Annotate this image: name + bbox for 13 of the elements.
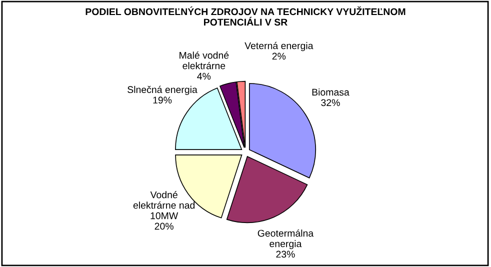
slice-label: Vodné elektrárne nad 10MW [133,190,195,220]
slice-label: Veterná energia [244,42,314,52]
data-label: 2% [272,52,286,60]
data-label: 4% [197,72,211,80]
data-label: 23% [276,250,295,258]
slice-label: Malé vodné elektrárne [180,52,229,70]
slice-label: Slnečná energia [128,86,198,95]
chart-title: PODIEL OBNOVITEĽNÝCH ZDROJOV NA TECHNICKY VYUŽITEĽNOM POTENCIÁLI V SR [86,6,406,26]
data-label: 32% [321,99,340,106]
slice-label: Biomasa [312,88,350,96]
data-label: 20% [154,222,174,230]
slice-label: Geotermálna energia [258,229,314,250]
data-label: 19% [153,96,172,104]
